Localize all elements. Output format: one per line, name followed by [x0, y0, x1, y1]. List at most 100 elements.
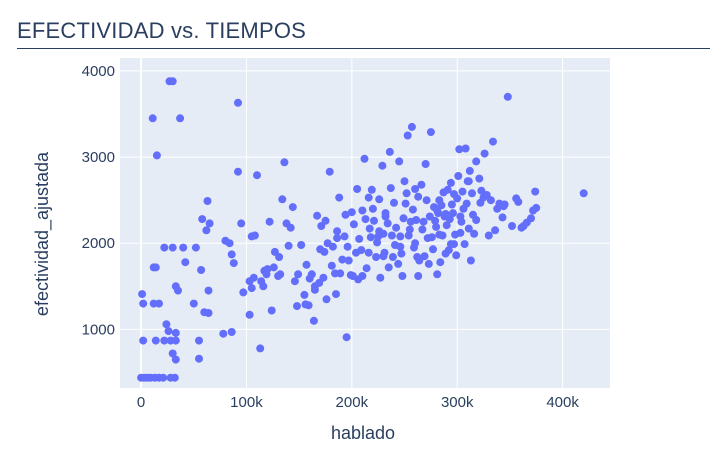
- data-point[interactable]: [267, 306, 276, 315]
- data-point[interactable]: [456, 212, 465, 221]
- data-point[interactable]: [362, 264, 371, 273]
- data-point[interactable]: [174, 286, 182, 295]
- data-point[interactable]: [375, 195, 384, 204]
- data-point[interactable]: [253, 171, 261, 180]
- data-point[interactable]: [453, 194, 462, 203]
- data-point[interactable]: [394, 259, 403, 268]
- data-point[interactable]: [411, 239, 420, 248]
- data-point[interactable]: [341, 210, 350, 219]
- data-point[interactable]: [275, 253, 284, 261]
- data-point[interactable]: [342, 333, 351, 342]
- data-point[interactable]: [364, 248, 373, 257]
- data-point[interactable]: [259, 282, 268, 291]
- data-point[interactable]: [358, 272, 367, 280]
- data-point[interactable]: [426, 128, 435, 137]
- data-point[interactable]: [466, 256, 475, 265]
- data-point[interactable]: [452, 251, 461, 260]
- data-point[interactable]: [432, 222, 441, 231]
- data-point[interactable]: [388, 253, 397, 261]
- data-point[interactable]: [152, 151, 161, 160]
- data-point[interactable]: [301, 300, 310, 309]
- data-point[interactable]: [197, 266, 206, 274]
- data-point[interactable]: [247, 284, 256, 293]
- data-point[interactable]: [202, 226, 211, 235]
- data-point[interactable]: [288, 203, 297, 212]
- data-point[interactable]: [335, 193, 344, 202]
- data-point[interactable]: [204, 309, 213, 317]
- data-point[interactable]: [328, 242, 337, 251]
- data-point[interactable]: [372, 253, 381, 261]
- data-point[interactable]: [399, 214, 408, 223]
- data-point[interactable]: [419, 217, 428, 226]
- data-point[interactable]: [412, 216, 421, 224]
- data-point[interactable]: [431, 216, 440, 225]
- data-point[interactable]: [321, 216, 330, 225]
- data-point[interactable]: [357, 246, 366, 255]
- data-point[interactable]: [360, 154, 369, 163]
- data-point[interactable]: [344, 256, 353, 265]
- data-point[interactable]: [499, 202, 508, 211]
- data-point[interactable]: [265, 217, 274, 226]
- data-point[interactable]: [470, 229, 479, 238]
- data-point[interactable]: [402, 189, 411, 198]
- data-point[interactable]: [531, 187, 540, 196]
- data-point[interactable]: [325, 167, 334, 176]
- data-point[interactable]: [307, 270, 316, 279]
- data-point[interactable]: [464, 224, 473, 233]
- data-point[interactable]: [239, 288, 248, 297]
- data-point[interactable]: [139, 299, 148, 308]
- data-point[interactable]: [390, 198, 398, 207]
- data-point[interactable]: [424, 259, 433, 268]
- data-point[interactable]: [168, 243, 177, 252]
- data-point[interactable]: [462, 199, 471, 208]
- data-point[interactable]: [365, 224, 374, 233]
- data-point[interactable]: [408, 205, 417, 214]
- data-point[interactable]: [407, 122, 416, 131]
- data-point[interactable]: [375, 227, 384, 236]
- data-point[interactable]: [429, 245, 437, 254]
- data-point[interactable]: [164, 327, 173, 336]
- data-point[interactable]: [310, 282, 319, 291]
- data-point[interactable]: [160, 243, 169, 252]
- data-point[interactable]: [316, 245, 325, 254]
- data-point[interactable]: [381, 212, 390, 221]
- data-point[interactable]: [379, 252, 388, 261]
- data-point[interactable]: [472, 216, 481, 224]
- data-point[interactable]: [176, 114, 185, 123]
- data-point[interactable]: [349, 220, 358, 229]
- data-point[interactable]: [313, 211, 322, 220]
- data-point[interactable]: [436, 258, 445, 267]
- data-point[interactable]: [503, 92, 512, 101]
- data-point[interactable]: [159, 373, 168, 382]
- data-point[interactable]: [284, 241, 293, 250]
- data-point[interactable]: [198, 215, 207, 224]
- data-point[interactable]: [179, 243, 188, 252]
- data-point[interactable]: [498, 213, 507, 222]
- data-point[interactable]: [435, 230, 444, 239]
- data-point[interactable]: [347, 208, 356, 217]
- data-point[interactable]: [414, 192, 423, 201]
- data-point[interactable]: [280, 158, 289, 167]
- data-point[interactable]: [293, 302, 301, 311]
- data-point[interactable]: [343, 242, 352, 251]
- data-point[interactable]: [403, 131, 412, 140]
- data-point[interactable]: [397, 249, 406, 258]
- data-point[interactable]: [405, 225, 414, 234]
- data-point[interactable]: [205, 219, 214, 228]
- data-point[interactable]: [367, 185, 376, 194]
- data-point[interactable]: [189, 299, 198, 308]
- data-point[interactable]: [364, 193, 373, 202]
- data-point[interactable]: [171, 355, 180, 364]
- data-point[interactable]: [234, 98, 242, 107]
- data-point[interactable]: [262, 270, 271, 279]
- data-point[interactable]: [191, 243, 200, 252]
- data-point[interactable]: [170, 373, 179, 382]
- data-point[interactable]: [579, 189, 588, 198]
- data-point[interactable]: [358, 206, 367, 215]
- data-point[interactable]: [300, 290, 309, 299]
- data-point[interactable]: [322, 295, 331, 304]
- data-point[interactable]: [148, 114, 157, 123]
- data-point[interactable]: [373, 238, 382, 247]
- data-point[interactable]: [464, 177, 473, 186]
- data-point[interactable]: [400, 177, 409, 186]
